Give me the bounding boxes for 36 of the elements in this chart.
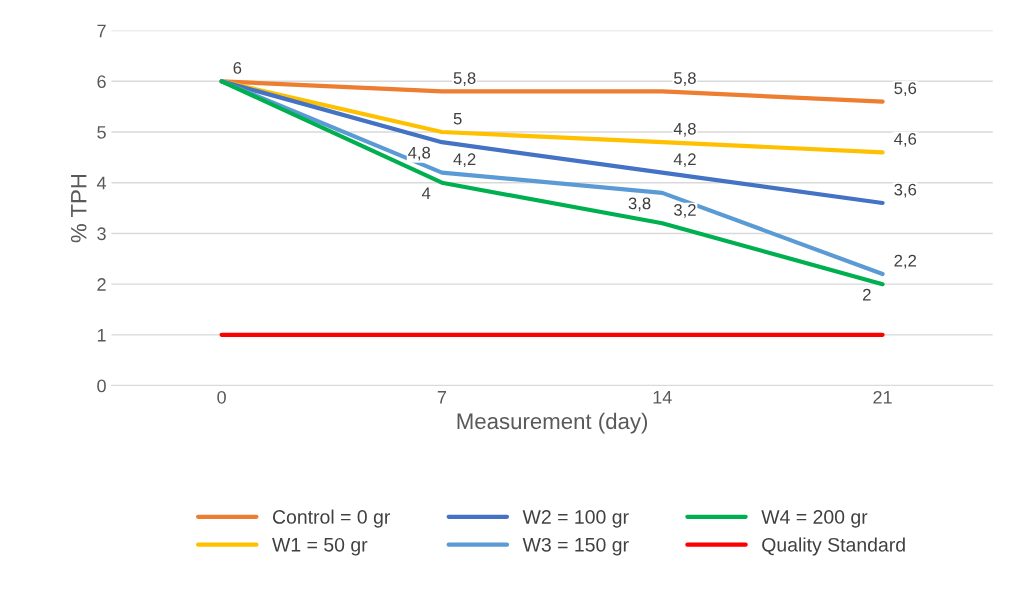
data-label: 5,6 bbox=[894, 82, 917, 97]
y-tick-label: 5 bbox=[97, 126, 106, 139]
legend-label: Control = 0 gr bbox=[272, 509, 391, 528]
legend-label: W4 = 200 gr bbox=[761, 510, 868, 528]
data-label: 4,2 bbox=[673, 153, 696, 168]
data-label: 2,2 bbox=[894, 254, 917, 269]
y-tick-label: 6 bbox=[97, 75, 106, 89]
y-axis-title: % TPH bbox=[70, 174, 87, 243]
y-tick-label: 4 bbox=[96, 176, 107, 190]
x-tick-label: 0 bbox=[217, 390, 226, 404]
data-label: 4,8 bbox=[408, 146, 431, 161]
x-tick-label: 21 bbox=[873, 390, 892, 404]
x-axis-title: Measurement (day) bbox=[457, 412, 648, 434]
y-tick-label: 1 bbox=[97, 328, 106, 342]
data-label: 3,6 bbox=[894, 183, 917, 198]
data-label: 5 bbox=[453, 112, 462, 125]
data-label: 6 bbox=[233, 62, 242, 74]
data-label: 5,8 bbox=[453, 72, 476, 86]
data-label: 5,8 bbox=[674, 72, 696, 86]
data-label: 2 bbox=[863, 288, 871, 301]
data-label: 3,2 bbox=[674, 204, 696, 218]
y-tick-label: 2 bbox=[97, 278, 106, 291]
legend-label: W1 = 50 gr bbox=[272, 537, 368, 556]
x-tick-label: 7 bbox=[437, 391, 447, 404]
legend-label: Quality Standard bbox=[762, 537, 905, 556]
data-label: 4,8 bbox=[673, 122, 696, 137]
legend-label: W2 = 100 gr bbox=[522, 510, 629, 528]
y-tick-label: 3 bbox=[97, 227, 106, 241]
x-tick-label: 14 bbox=[653, 391, 672, 404]
data-label: 4,6 bbox=[894, 133, 917, 147]
data-label: 3,8 bbox=[628, 197, 651, 212]
data-label: 4 bbox=[421, 187, 431, 199]
legend-label: W3 = 150 gr bbox=[522, 537, 629, 556]
y-tick-label: 0 bbox=[97, 379, 106, 393]
y-tick-label: 7 bbox=[97, 24, 106, 38]
data-label: 4,2 bbox=[453, 153, 476, 168]
